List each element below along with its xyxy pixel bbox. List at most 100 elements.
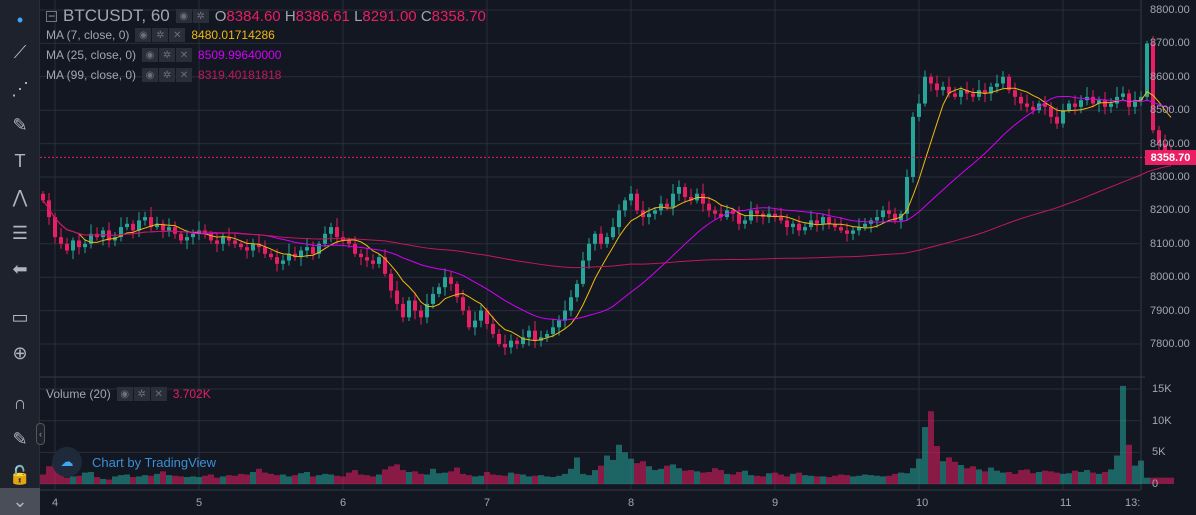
candle <box>281 260 285 264</box>
candle <box>665 203 669 208</box>
ma-legend: MA (99, close, 0) ◉ ✲ ✕ 8319.40181818 <box>46 68 281 82</box>
lock-icon[interactable]: 🔓 <box>8 464 32 485</box>
candle <box>791 223 795 228</box>
ma-line <box>42 87 1172 342</box>
candle <box>365 257 369 261</box>
candle <box>335 227 339 238</box>
pitchfork-icon[interactable]: ⋰ <box>11 78 29 99</box>
volume-bar <box>1012 473 1018 484</box>
gear-icon[interactable]: ✲ <box>133 387 150 401</box>
cursor-dot-icon[interactable]: • <box>16 9 24 30</box>
volume-bar <box>1114 455 1120 484</box>
low-value: 8291.00 <box>362 7 417 25</box>
volume-bar <box>196 477 202 484</box>
candle <box>587 243 591 261</box>
volume-bar <box>484 471 490 484</box>
volume-value: 3.702K <box>172 387 211 401</box>
open-value: 8384.60 <box>226 7 281 25</box>
collapse-toolbar-button[interactable]: ‹ <box>36 423 45 445</box>
volume-bar <box>784 476 790 484</box>
candle <box>143 217 147 221</box>
gear-icon[interactable]: ✲ <box>159 48 176 62</box>
price-tick: 7900.00 <box>1150 304 1190 317</box>
gear-icon[interactable]: ✲ <box>159 68 176 82</box>
volume-bar <box>244 474 250 484</box>
candle <box>617 210 621 228</box>
price-chart[interactable] <box>40 0 1196 515</box>
back-arrow-icon[interactable]: ⬅ <box>12 258 28 279</box>
candle <box>635 193 639 211</box>
candle <box>257 243 261 248</box>
fib-icon[interactable]: ☰ <box>11 222 29 243</box>
volume-tick: 0 <box>1152 478 1159 491</box>
volume-bar <box>1036 471 1042 484</box>
volume-bar <box>748 475 754 484</box>
volume-bar <box>250 471 256 484</box>
eye-icon[interactable]: ◉ <box>135 28 152 42</box>
candle <box>407 300 411 318</box>
candle <box>605 237 609 244</box>
volume-bar <box>694 471 700 484</box>
candle <box>287 253 291 261</box>
volume-bar <box>400 470 406 484</box>
candle <box>941 86 945 91</box>
volume-bar <box>772 472 778 484</box>
chevron-down-icon[interactable]: ⌄ <box>0 488 40 515</box>
candle <box>1109 103 1113 107</box>
volume-bar <box>352 470 358 484</box>
candle <box>509 340 513 348</box>
trend-line-icon[interactable]: ⟋ <box>13 41 27 62</box>
close-icon[interactable]: ✕ <box>169 28 186 42</box>
volume-bar <box>598 465 604 484</box>
candle <box>917 103 921 117</box>
candle <box>845 230 849 234</box>
gear-icon[interactable]: ✲ <box>192 9 209 23</box>
brush-icon[interactable]: ✎ <box>12 114 28 135</box>
volume-bar <box>472 476 478 484</box>
volume-bar <box>274 475 280 484</box>
volume-bar <box>1090 472 1096 484</box>
lock-drawing-icon[interactable]: ✎ <box>12 428 28 449</box>
candle <box>401 303 405 318</box>
eye-icon[interactable]: ◉ <box>116 387 133 401</box>
candle <box>953 93 957 97</box>
close-icon[interactable]: ✕ <box>176 48 193 62</box>
gear-icon[interactable]: ✲ <box>152 28 169 42</box>
candle <box>581 260 585 284</box>
zoom-in-icon[interactable]: ⊕ <box>12 342 28 363</box>
candle <box>65 243 69 251</box>
candle <box>959 90 963 97</box>
eye-icon[interactable]: ◉ <box>175 9 192 23</box>
candle <box>551 327 555 334</box>
volume-bar <box>940 461 946 484</box>
candle <box>797 223 801 231</box>
magnet-icon[interactable]: ∩ <box>13 392 27 413</box>
volume-bar <box>850 476 856 484</box>
volume-bar <box>226 475 232 484</box>
pattern-icon[interactable]: ⋀ <box>12 186 28 207</box>
volume-bar <box>328 474 334 484</box>
volume-bar <box>970 466 976 484</box>
tradingview-watermark[interactable]: ☁ Chart by TradingView <box>52 447 216 477</box>
candle <box>89 233 93 244</box>
close-icon[interactable]: ✕ <box>176 68 193 82</box>
volume-tick: 10K <box>1152 414 1172 427</box>
text-icon[interactable]: T <box>14 150 26 171</box>
candle <box>317 243 321 254</box>
candle <box>599 233 603 244</box>
volume-bar <box>286 476 292 484</box>
volume-bar <box>928 411 934 484</box>
collapse-icon[interactable]: − <box>46 8 57 23</box>
candle <box>221 237 225 244</box>
candle <box>167 227 171 231</box>
eye-icon[interactable]: ◉ <box>142 68 159 82</box>
candle <box>245 247 249 251</box>
volume-bar <box>508 472 514 484</box>
eye-icon[interactable]: ◉ <box>142 48 159 62</box>
volume-bar <box>832 475 838 484</box>
close-icon[interactable]: ✕ <box>150 387 167 401</box>
volume-bar <box>370 476 376 484</box>
candle <box>293 253 297 258</box>
volume-bar <box>544 476 550 484</box>
ruler-icon[interactable]: ▭ <box>11 306 29 327</box>
